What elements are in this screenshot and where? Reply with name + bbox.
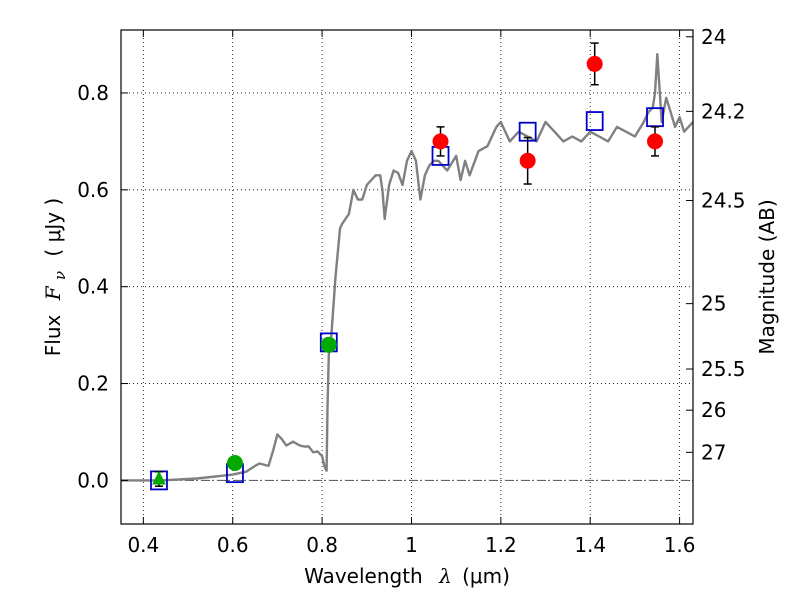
x-axis-title: Wavelength λ (μm)	[304, 564, 510, 588]
x-axis-title-text: Wavelength	[304, 564, 423, 588]
y2-tick-label: 25.5	[701, 357, 746, 381]
plot-frame	[120, 29, 694, 525]
x-tick-label: 0.8	[306, 533, 338, 557]
y2-tick-label: 24	[701, 25, 726, 49]
y-axis-title: Flux F ν ( μJy )	[41, 198, 70, 356]
model-square-point	[585, 111, 604, 131]
x-axis-title-unit: (μm)	[462, 564, 510, 588]
y-tick-label: 0.8	[77, 81, 109, 105]
data-circle-point	[320, 336, 337, 353]
y-tick-label: 0.4	[77, 275, 109, 299]
x-tick-label: 0.6	[217, 533, 249, 557]
y2-axis-title: Magnitude (AB)	[755, 199, 779, 354]
y-tick-label: 0.6	[77, 178, 109, 202]
data-circle-point	[432, 133, 449, 150]
x-tick-label: 1.6	[664, 533, 696, 557]
x-tick-label: 1	[405, 533, 418, 557]
x-tick-label: 0.4	[127, 533, 159, 557]
ticks: 0.4 0.6 0.8 1 1.2 1.4 1.6 0.0 0.2 0.4 0.6 0.8 24 24.2…	[77, 25, 745, 557]
x-tick-label: 1.2	[485, 533, 517, 557]
data-circle-point	[519, 152, 536, 169]
y2-tick-label: 24.2	[701, 99, 746, 123]
x-axis-title-symbol: λ	[438, 564, 452, 588]
marker-layer	[150, 42, 664, 491]
data-circle-point	[647, 133, 664, 150]
sed-curve	[121, 53, 694, 482]
y-axis-title-symbol: F	[41, 285, 65, 301]
x-tick-label: 1.4	[574, 533, 606, 557]
data-circle-point	[226, 454, 243, 471]
y-tick-label: 0.0	[77, 468, 109, 492]
y-axis-title-text: Flux	[41, 314, 65, 356]
y2-tick-label: 27	[701, 440, 726, 464]
data-triangle-point	[152, 470, 166, 485]
y-axis-title-subscript: ν	[51, 271, 69, 280]
y2-tick-label: 25	[701, 292, 726, 316]
y-axis-title-unit: ( μJy )	[41, 198, 65, 257]
curve-layer	[121, 53, 694, 482]
grid	[121, 30, 693, 524]
y2-tick-label: 24.5	[701, 188, 746, 212]
data-circle-point	[586, 55, 603, 72]
y-tick-label: 0.2	[77, 372, 109, 396]
y2-tick-label: 26	[701, 398, 726, 422]
